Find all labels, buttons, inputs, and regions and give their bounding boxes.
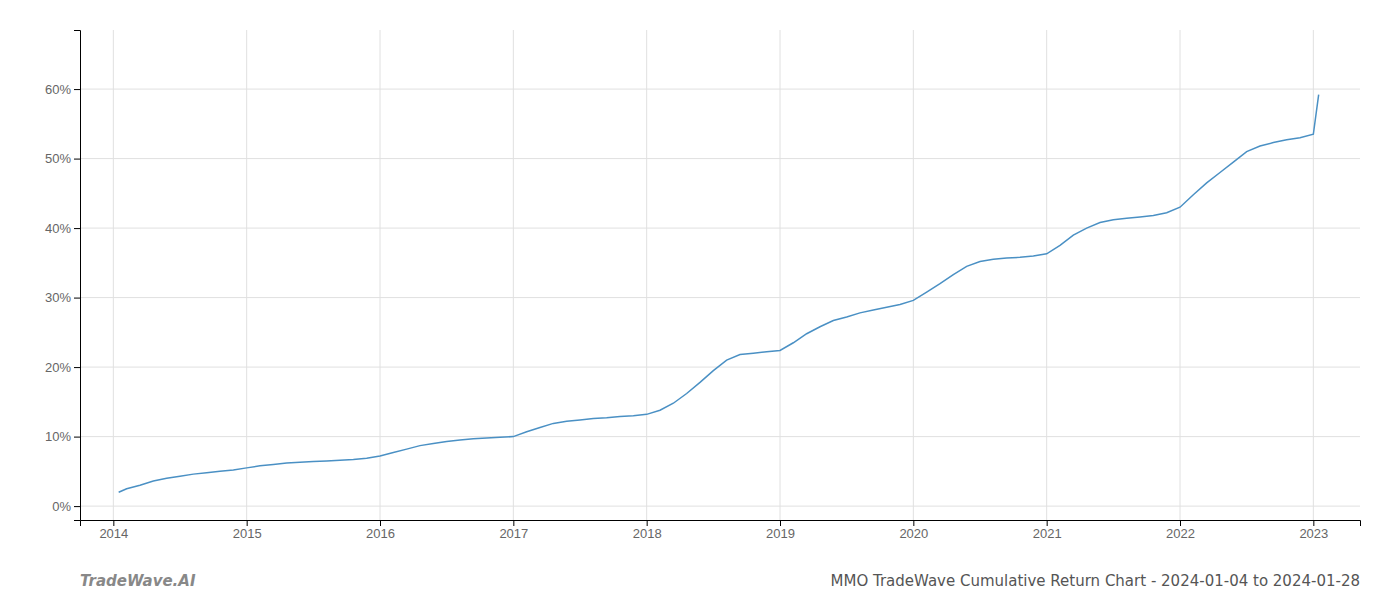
tick: 60% <box>45 82 80 97</box>
grid-line <box>780 30 781 520</box>
grid-line <box>246 30 247 520</box>
chart: 2014 2015 2016 2017 2018 2019 2020 2021 2022 2023… <box>0 0 1400 600</box>
grid-line <box>80 228 1360 229</box>
grid-line <box>646 30 647 520</box>
tick-mark <box>74 159 80 160</box>
tick-mark <box>74 228 80 229</box>
tick-label: 40% <box>45 221 71 236</box>
tick-mark <box>113 520 114 526</box>
tick-label: 2023 <box>1299 526 1328 541</box>
grid-line <box>513 30 514 520</box>
grid-line <box>913 30 914 520</box>
plot: 2014 2015 2016 2017 2018 2019 2020 2021 2022 2023… <box>45 30 1361 541</box>
tick-label: 20% <box>45 360 71 375</box>
tick: 40% <box>45 221 80 236</box>
grid-line <box>80 506 1360 507</box>
title: MMO TradeWave Cumulative Return Chart - … <box>831 572 1361 590</box>
grid-line <box>80 89 1360 90</box>
tick: 2018 <box>633 520 662 541</box>
tick-label: 50% <box>45 151 71 166</box>
tick-label: 2021 <box>1033 526 1062 541</box>
y-axis: 0% 10% 20% 30% 40% 50% 60% <box>45 31 81 521</box>
tick: 2015 <box>233 520 262 541</box>
x-axis: 2014 2015 2016 2017 2018 2019 2020 2021 2022 2023 <box>81 520 1361 541</box>
tick-mark <box>74 298 80 299</box>
tick: 2022 <box>1166 520 1195 541</box>
grid-line <box>80 297 1360 298</box>
tick-mark <box>913 520 914 526</box>
tick-label: 2017 <box>499 526 528 541</box>
marks <box>119 95 1319 493</box>
line <box>119 95 1319 493</box>
tick-label: 2022 <box>1166 526 1195 541</box>
tick: 30% <box>45 290 80 305</box>
tick-label: 2015 <box>233 526 262 541</box>
tick: 2020 <box>899 520 928 541</box>
tick-mark <box>1313 520 1314 526</box>
grid-line <box>80 158 1360 159</box>
tick-label: 2016 <box>366 526 395 541</box>
tick-mark <box>247 520 248 526</box>
grid-line <box>1313 30 1314 520</box>
grid-line <box>1180 30 1181 520</box>
tick-mark <box>74 506 80 507</box>
tick: 2016 <box>366 520 395 541</box>
watermark: TradeWave.AI <box>80 572 196 590</box>
grid-line <box>1046 30 1047 520</box>
tick-label: 2019 <box>766 526 795 541</box>
tick: 0% <box>52 499 80 514</box>
axis-line <box>81 521 1361 527</box>
tick-mark <box>74 89 80 90</box>
tick: 2017 <box>499 520 528 541</box>
tick: 2021 <box>1033 520 1062 541</box>
tick: 20% <box>45 360 80 375</box>
tick-label: 60% <box>45 82 71 97</box>
grid <box>80 30 1360 520</box>
tick: 2019 <box>766 520 795 541</box>
tick-mark <box>1180 520 1181 526</box>
grid-line <box>380 30 381 520</box>
grid-line <box>80 367 1360 368</box>
tick: 2014 <box>99 520 128 541</box>
tick-mark <box>74 367 80 368</box>
tick-mark <box>380 520 381 526</box>
tick-mark <box>74 437 80 438</box>
tick-mark <box>1047 520 1048 526</box>
tick-mark <box>647 520 648 526</box>
tick-mark <box>513 520 514 526</box>
tick-label: 10% <box>45 429 71 444</box>
axis-line <box>74 31 81 521</box>
tick-label: 2018 <box>633 526 662 541</box>
tick-mark <box>780 520 781 526</box>
grid-line <box>113 30 114 520</box>
tick-label: 2014 <box>99 526 128 541</box>
tick-label: 30% <box>45 290 71 305</box>
tick-label: 0% <box>52 499 71 514</box>
grid-line <box>80 436 1360 437</box>
tick-label: 2020 <box>899 526 928 541</box>
tick: 10% <box>45 429 80 444</box>
tick: 50% <box>45 151 80 166</box>
tick: 2023 <box>1299 520 1328 541</box>
